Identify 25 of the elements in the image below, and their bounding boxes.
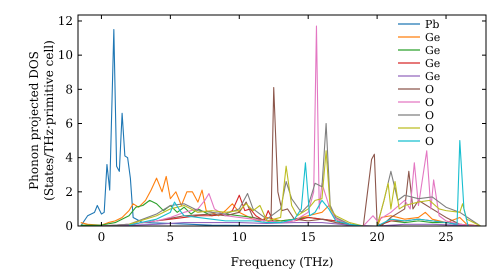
y-tick-label: 10 — [58, 48, 73, 62]
y-tick-label: 6 — [65, 116, 73, 130]
legend-label: Pb — [425, 18, 440, 31]
legend-label: O — [425, 135, 434, 148]
x-tick-label: 15 — [300, 230, 316, 244]
x-tick-label: 10 — [232, 230, 247, 244]
x-axis-title: Frequency (THz) — [230, 255, 334, 269]
legend-label: Ge — [425, 70, 440, 83]
legend-label: O — [425, 122, 434, 135]
y-tick-label: 2 — [65, 184, 73, 199]
legend-label: O — [425, 83, 434, 96]
y-tick-label: 4 — [65, 150, 74, 165]
y-tick-label: 0 — [65, 219, 73, 233]
y-tick-label: 12 — [58, 14, 73, 28]
x-tick-label: 0 — [98, 230, 106, 244]
y-axis-title: Phonon projected DOS (States/THz·primitive cell) — [27, 40, 56, 201]
legend-label: Ge — [425, 57, 440, 70]
x-tick-label: 5 — [166, 230, 174, 244]
y-tick-label: 8 — [65, 82, 73, 96]
legend-label: O — [425, 96, 434, 109]
x-tick-label: 20 — [369, 230, 385, 244]
legend-label: Ge — [425, 44, 440, 57]
x-tick-label: 25 — [438, 230, 454, 244]
legend-label: O — [425, 109, 434, 122]
legend-label: Ge — [425, 31, 440, 44]
